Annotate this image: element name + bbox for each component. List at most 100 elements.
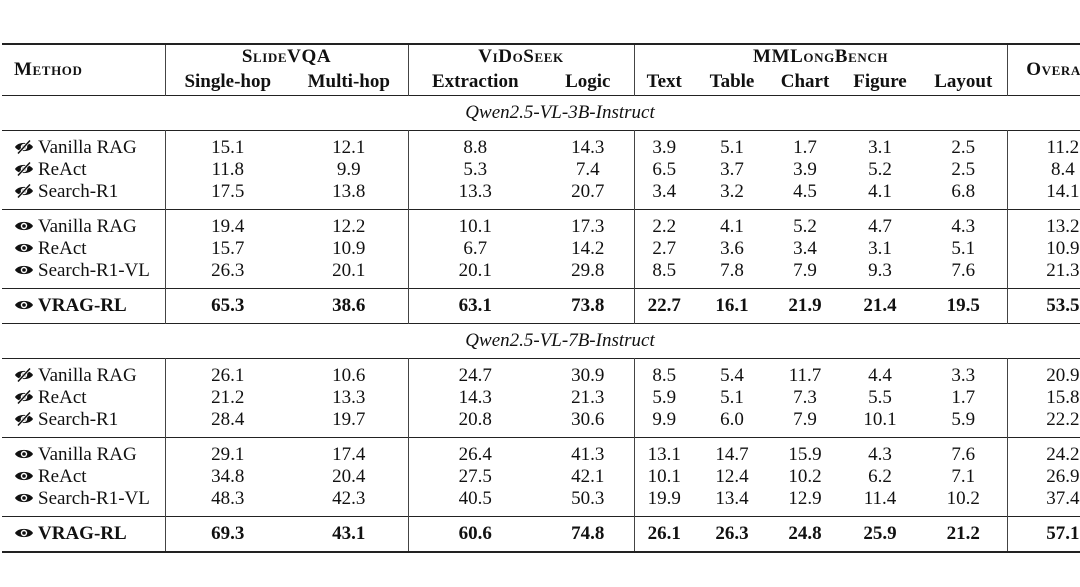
subcol-header: Logic [542,69,635,96]
score-value: 10.6 [290,358,409,387]
score-value: 7.6 [920,260,1008,289]
score-value: 12.2 [290,209,409,238]
method-name: VRAG-RL [38,295,127,316]
method-name: Vanilla RAG [38,137,137,158]
eye-icon [14,217,34,231]
section-title-row: Qwen2.5-VL-3B-Instruct [2,95,1080,131]
method-cell: Search-R1 [2,181,166,210]
score-value: 7.4 [542,159,635,181]
score-value: 21.3 [542,387,635,409]
score-value: 15.7 [211,238,245,259]
score-value: 14.3 [542,130,635,159]
score-value: 20.1 [290,260,409,289]
score-value: 27.5 [458,466,492,487]
overall-value: 37.4 [1046,488,1080,509]
score-value: 9.9 [652,409,677,430]
score-value: 13.1 [634,437,695,466]
eye-slash-icon [14,138,34,155]
score-value: 7.9 [793,260,817,281]
score-value: 7.6 [920,437,1008,466]
method-cell: VRAG-RL [2,516,166,553]
score-value: 3.9 [793,159,817,180]
overall-value: 8.4 [1050,159,1075,180]
score-value: 24.7 [408,358,543,387]
score-value: 8.8 [408,130,543,159]
score-value: 26.1 [165,358,290,387]
score-value: 13.4 [715,488,749,509]
score-value: 3.2 [720,181,744,202]
score-value: 4.1 [868,181,892,202]
overall-value: 15.8 [1046,387,1080,408]
score-value: 28.4 [211,409,245,430]
score-value: 42.1 [542,466,635,488]
method-name: Vanilla RAG [38,216,137,237]
best-method-row: VRAG-RL 69.3 43.1 60.6 74.8 26.1 26.3 24.8 25.9 2… [2,516,1080,553]
score-value: 20.4 [290,466,409,488]
method-row: ReAct 11.8 9.9 5.3 7.4 6.5 3.7 3.9 5.2 2.5 8.4 [2,159,1080,181]
score-value: 6.2 [868,466,892,487]
section-title-row: Qwen2.5-VL-7B-Instruct [2,323,1080,359]
method-row: ReAct 34.8 20.4 27.5 42.1 10.1 12.4 10.2 6.2 7.1 2… [2,466,1080,488]
eye-icon [14,524,34,538]
score-value: 17.4 [290,437,409,466]
score-value: 4.5 [793,181,817,202]
score-value: 5.9 [652,387,677,408]
score-value: 14.2 [542,238,635,260]
method-name: ReAct [38,159,87,180]
overall-value: 13.2 [1007,209,1080,238]
score-value: 73.8 [542,288,635,324]
subcol-header: Layout [920,69,1008,96]
score-value: 20.7 [542,181,635,210]
score-value: 10.2 [920,488,1008,517]
group-header-slidevqa: SlideVQA [165,43,409,69]
score-value: 2.5 [920,159,1008,181]
score-value: 60.6 [408,516,543,553]
score-value: 6.0 [720,409,744,430]
score-value: 5.4 [694,358,771,387]
score-value: 12.9 [788,488,822,509]
score-value: 26.3 [694,516,771,553]
score-value: 3.6 [720,238,744,259]
method-row: Vanilla RAG 19.4 12.2 10.1 17.3 2.2 4.1 5.2 4.7 4… [2,209,1080,238]
score-value: 21.2 [211,387,245,408]
score-value: 10.9 [290,238,409,260]
overall-value: 21.3 [1046,260,1080,281]
eye-icon [14,445,34,459]
method-row: Search-R1-VL 26.3 20.1 20.1 29.8 8.5 7.8 7.9 9.3… [2,260,1080,289]
score-value: 65.3 [165,288,290,324]
eye-slash-icon [14,410,34,427]
eye-icon [14,489,34,503]
score-value: 4.3 [920,209,1008,238]
overall-header: Overall [1007,43,1080,96]
score-value: 4.3 [840,437,921,466]
score-value: 6.5 [652,159,677,180]
score-value: 19.5 [920,288,1008,324]
method-row: Search-R1 17.5 13.8 13.3 20.7 3.4 3.2 4.5 4.1 6.8… [2,181,1080,210]
subcol-header: Multi-hop [290,69,409,96]
method-row: Vanilla RAG 29.1 17.4 26.4 41.3 13.1 14.7 15.9 4… [2,437,1080,466]
score-value: 26.4 [408,437,543,466]
score-value: 21.9 [770,288,841,324]
score-value: 20.1 [458,260,492,281]
score-value: 1.7 [770,130,841,159]
score-value: 11.7 [770,358,841,387]
score-value: 12.1 [290,130,409,159]
subcol-header: Table [709,71,755,92]
score-value: 8.5 [634,358,695,387]
overall-value: 26.9 [1046,466,1080,487]
score-value: 13.3 [458,181,492,202]
method-name: Search-R1-VL [38,260,150,281]
method-cell: VRAG-RL [2,288,166,324]
score-value: 38.6 [290,288,409,324]
score-value: 21.2 [920,516,1008,553]
subcol-header: Chart [780,71,830,92]
score-value: 20.8 [458,409,492,430]
score-value: 4.7 [840,209,921,238]
overall-value: 11.2 [1007,130,1080,159]
overall-value: 20.9 [1007,358,1080,387]
score-value: 10.1 [408,209,543,238]
score-value: 12.4 [715,466,749,487]
method-name: Search-R1 [38,181,119,202]
subcol-header: Text [646,71,682,92]
method-cell: Vanilla RAG [2,358,166,387]
